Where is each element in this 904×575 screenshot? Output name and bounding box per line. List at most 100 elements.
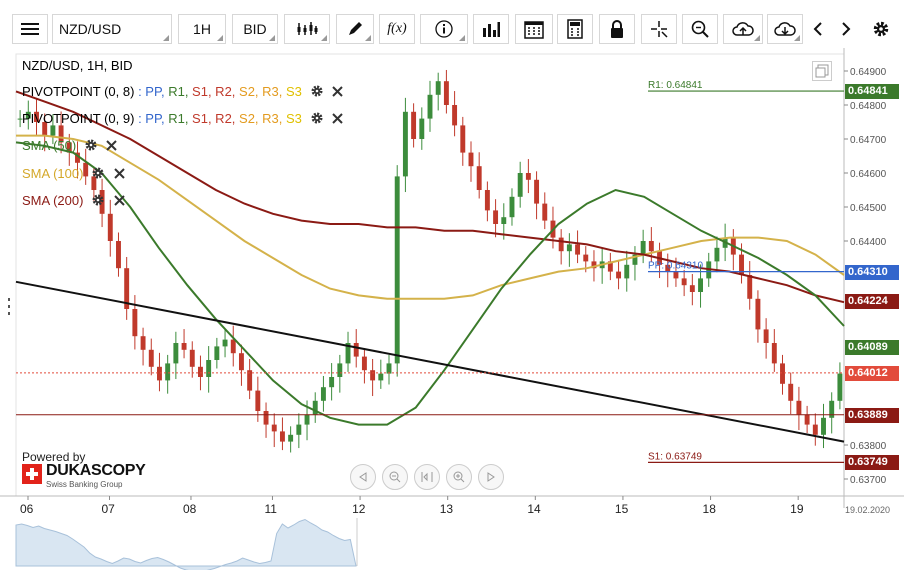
candle-body — [804, 414, 810, 425]
price-type-selector[interactable]: BID — [232, 14, 278, 44]
candle-body — [165, 363, 171, 381]
y-tick-label: 0.64400 — [850, 237, 887, 248]
sma50-legend: SMA (50) — [22, 138, 118, 155]
info-button[interactable] — [420, 14, 468, 44]
chart-area[interactable]: R1: 0.64841 PP: 0.64310 S1: 0.63749 0.6490… — [0, 48, 904, 574]
candle-body — [279, 431, 285, 442]
candle-body — [427, 94, 433, 119]
candle-body — [443, 81, 449, 105]
candle-body — [230, 339, 236, 354]
candle-body — [83, 162, 89, 177]
zoom-button[interactable] — [682, 14, 718, 44]
calculator-icon — [567, 19, 583, 39]
sma200-remove[interactable] — [113, 194, 126, 210]
pencil-icon — [349, 22, 362, 35]
timeframe-selector[interactable]: 1H — [178, 14, 226, 44]
scroll-left-button[interactable] — [805, 14, 831, 44]
candle-body — [361, 356, 367, 371]
gear-icon — [92, 194, 104, 206]
download-button[interactable] — [767, 14, 803, 44]
brand-name: DUKASCOPY — [46, 462, 146, 479]
candle-body — [329, 377, 335, 388]
pivot1-settings[interactable] — [310, 84, 324, 101]
candle-body — [42, 122, 48, 136]
candle-body — [296, 424, 302, 435]
sma200-settings[interactable] — [91, 193, 105, 210]
zoom-out-button[interactable] — [382, 464, 408, 490]
menu-button[interactable] — [12, 14, 48, 44]
instrument-legend: NZD/USD, 1H, BID — [22, 58, 133, 73]
candle-body — [460, 125, 466, 153]
candle-body — [181, 343, 187, 350]
calendar-button[interactable] — [515, 14, 553, 44]
lock-button[interactable] — [599, 14, 635, 44]
symbol-selector[interactable]: NZD/USD — [52, 14, 172, 44]
pivot2-settings[interactable] — [310, 111, 324, 128]
calendar-icon — [524, 21, 544, 39]
function-label: f(x) — [387, 21, 407, 36]
candle-body — [197, 366, 203, 377]
swiss-flag-logo — [22, 464, 42, 484]
candle-body — [747, 275, 753, 299]
scroll-right-button[interactable] — [833, 14, 859, 44]
pivot1-remove[interactable] — [331, 85, 344, 101]
grip-icon — [8, 298, 10, 315]
candle-body — [771, 343, 777, 364]
candle-body — [50, 125, 56, 136]
pivot-level-word: S3 — [282, 84, 302, 99]
price-tag: 0.64012 — [845, 365, 899, 381]
candle-body — [247, 370, 253, 391]
candle-body — [698, 278, 703, 292]
sma50-name: SMA (50) — [22, 138, 77, 153]
resize-handle[interactable] — [7, 296, 11, 318]
draw-tool-button[interactable] — [336, 14, 374, 44]
zoom-in-button[interactable] — [446, 464, 472, 490]
chart-type-button[interactable] — [284, 14, 330, 44]
pivot2-remove[interactable] — [331, 112, 344, 128]
settings-button[interactable] — [866, 14, 896, 44]
fit-button[interactable] — [414, 464, 440, 490]
candle-body — [689, 285, 695, 292]
pivot1-name: PIVOTPOINT (0, 8) — [22, 84, 135, 99]
date-label: 19.02.2020 — [845, 505, 890, 515]
candle-body — [591, 261, 597, 269]
candle-body — [616, 271, 622, 279]
nav-forward-button[interactable] — [478, 464, 504, 490]
x-tick-label: 07 — [101, 502, 115, 516]
pivot-level-word: R1, — [164, 84, 189, 99]
maximize-button[interactable] — [812, 61, 832, 81]
upload-button[interactable] — [723, 14, 763, 44]
sma100-remove[interactable] — [113, 167, 126, 183]
crosshair-button[interactable] — [641, 14, 677, 44]
candle-body — [58, 125, 64, 143]
candle-body — [468, 152, 474, 167]
sma50-settings[interactable] — [84, 138, 98, 155]
sma100-line — [16, 134, 845, 300]
price-chart[interactable]: R1: 0.64841 PP: 0.64310 S1: 0.63749 0.6490… — [0, 48, 904, 574]
volume-button[interactable] — [473, 14, 509, 44]
candle-body — [206, 360, 212, 377]
candle-body — [648, 241, 654, 252]
candle-body — [755, 298, 761, 330]
powered-by: Powered by — [22, 450, 86, 464]
x-tick-label: 12 — [352, 502, 366, 516]
x-tick-label: 15 — [615, 502, 629, 516]
candle-body — [665, 264, 671, 272]
chevron-left-icon — [813, 22, 822, 36]
triangle-left-icon — [359, 472, 367, 482]
candle-body — [493, 210, 499, 224]
sma100-settings[interactable] — [91, 166, 105, 183]
y-tick-label: 0.64800 — [850, 101, 887, 112]
maximize-icon — [815, 64, 829, 78]
calculator-button[interactable] — [557, 14, 593, 44]
indicators-button[interactable]: f(x) — [379, 14, 415, 44]
candle-body — [271, 424, 277, 432]
sma50-remove[interactable] — [105, 139, 118, 155]
close-icon — [332, 85, 343, 97]
nav-back-button[interactable] — [350, 464, 376, 490]
candle-body — [558, 237, 564, 252]
pivot-level-word: : PP, — [138, 111, 165, 126]
candle-body — [419, 118, 425, 139]
candle-body — [681, 278, 687, 286]
sma200-name: SMA (200) — [22, 193, 84, 208]
